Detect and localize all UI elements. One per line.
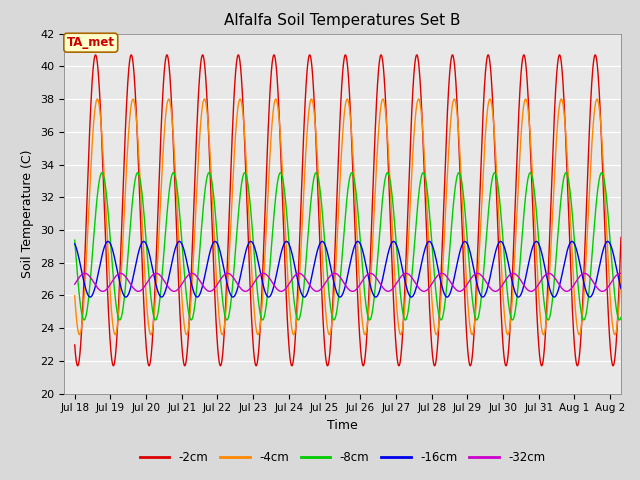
-2cm (435, 328, 442, 334)
-16cm (418, 260, 426, 266)
-32cm (434, 272, 442, 278)
-32cm (355, 284, 362, 290)
-32cm (509, 270, 517, 276)
-16cm (540, 257, 547, 263)
-8cm (103, 199, 111, 205)
-32cm (527, 288, 535, 294)
-8cm (417, 175, 425, 180)
-16cm (71, 241, 79, 247)
-8cm (434, 307, 442, 312)
-16cm (355, 239, 363, 245)
-4cm (624, 135, 632, 141)
-32cm (417, 288, 425, 293)
-16cm (283, 239, 291, 244)
-8cm (71, 237, 79, 243)
-2cm (624, 73, 632, 79)
-4cm (103, 234, 111, 240)
-32cm (540, 274, 547, 280)
-8cm (562, 170, 570, 176)
Line: -8cm: -8cm (75, 173, 628, 320)
-32cm (103, 286, 111, 291)
-32cm (624, 277, 632, 283)
-8cm (580, 317, 588, 323)
-4cm (71, 293, 79, 299)
-2cm (71, 342, 79, 348)
-2cm (418, 106, 426, 111)
-4cm (605, 276, 613, 282)
Title: Alfalfa Soil Temperatures Set B: Alfalfa Soil Temperatures Set B (224, 13, 461, 28)
Text: TA_met: TA_met (67, 36, 115, 49)
-8cm (539, 288, 547, 294)
-16cm (435, 268, 442, 274)
-2cm (355, 320, 363, 325)
-16cm (605, 240, 613, 245)
-32cm (71, 281, 79, 287)
-16cm (103, 239, 111, 245)
X-axis label: Time: Time (327, 419, 358, 432)
-4cm (540, 332, 547, 337)
-8cm (624, 250, 632, 255)
Legend: -2cm, -4cm, -8cm, -16cm, -32cm: -2cm, -4cm, -8cm, -16cm, -32cm (135, 446, 550, 469)
-4cm (418, 113, 426, 119)
Line: -16cm: -16cm (75, 241, 628, 297)
Y-axis label: Soil Temperature (C): Soil Temperature (C) (22, 149, 35, 278)
-4cm (182, 332, 190, 337)
-32cm (605, 283, 613, 288)
-4cm (355, 270, 363, 276)
-8cm (355, 214, 362, 220)
-8cm (605, 225, 613, 230)
Line: -4cm: -4cm (75, 99, 628, 335)
Line: -32cm: -32cm (75, 273, 628, 291)
-4cm (165, 96, 173, 102)
Line: -2cm: -2cm (75, 55, 628, 366)
-16cm (301, 294, 308, 300)
-2cm (540, 356, 547, 362)
-2cm (104, 291, 111, 297)
-2cm (605, 326, 613, 332)
-4cm (435, 324, 442, 330)
-16cm (624, 292, 632, 298)
-2cm (92, 52, 99, 58)
-2cm (74, 363, 81, 369)
